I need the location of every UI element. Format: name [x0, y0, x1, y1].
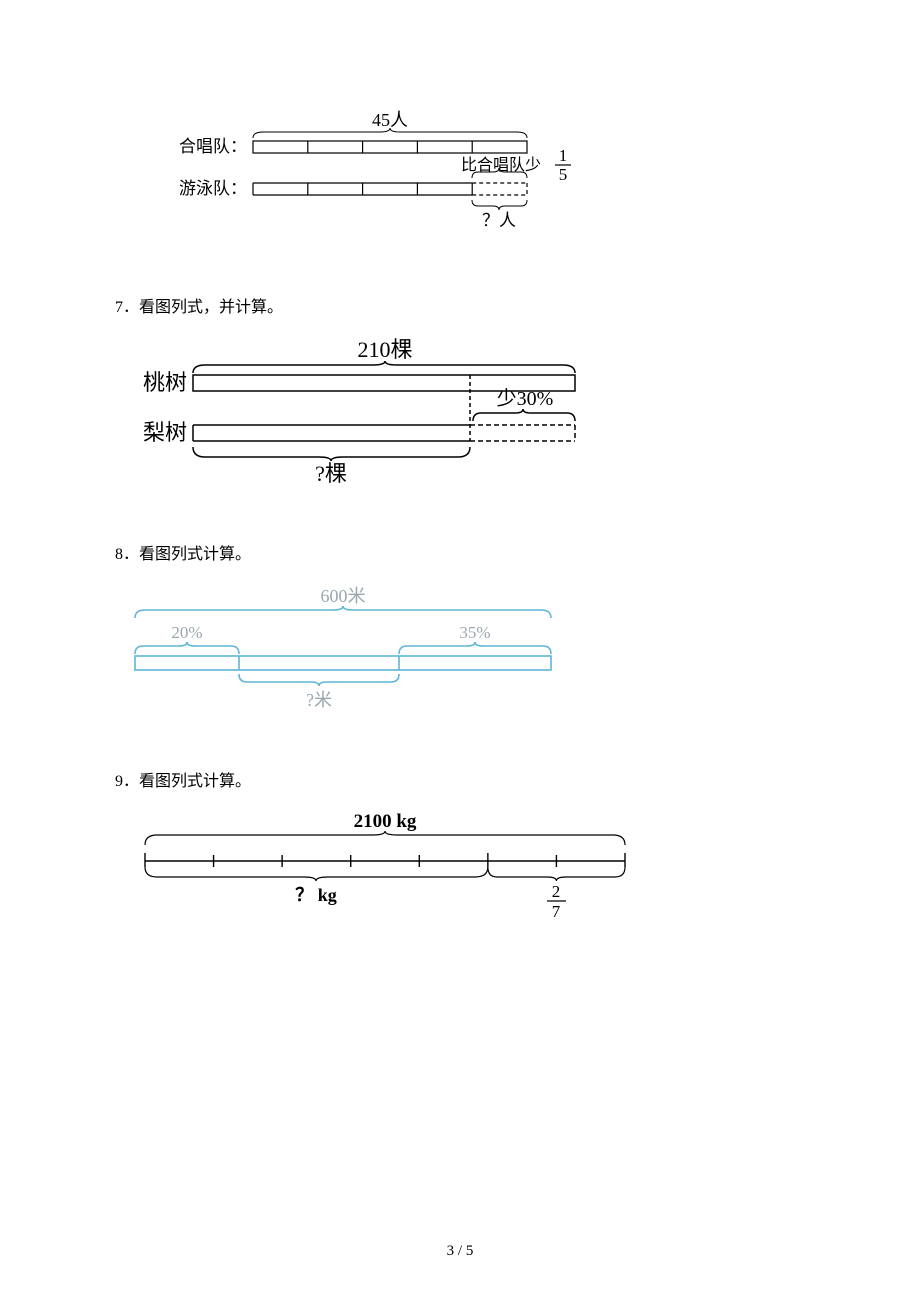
d7-right-label: 少30%: [497, 387, 554, 410]
d9-right-brace: [488, 867, 625, 881]
diagram-6: 45人 合唱队： 游泳队：: [115, 108, 805, 263]
d6-top-value: 45人: [372, 110, 408, 130]
diagram-9-svg: 2100 kg ？ kg 2: [115, 809, 655, 939]
d6-row2-bar: [253, 183, 527, 195]
svg-text:7: 7: [552, 902, 561, 921]
d6-question: ？人: [482, 211, 516, 230]
d7-row2-bar: [193, 425, 575, 441]
d8-right-pct: 35%: [459, 623, 490, 642]
d9-line: [145, 853, 625, 867]
d7-top-value: 210棵: [357, 337, 412, 362]
diagram-8: 600米 20% 35% ?米: [115, 582, 805, 737]
d7-top-brace: [193, 361, 575, 373]
d7-row2-label: 梨树: [143, 420, 187, 445]
q7-text: 7．看图列式，并计算。: [115, 293, 805, 317]
d8-top-value: 600米: [321, 586, 366, 606]
svg-text:1: 1: [559, 146, 568, 165]
d9-left-brace: [145, 867, 488, 881]
diagram-6-svg: 45人 合唱队： 游泳队：: [115, 108, 575, 258]
q9-text: 9．看图列式计算。: [115, 767, 805, 791]
d8-right-brace: [399, 642, 551, 654]
diagram-7: 210棵 桃树 少30% 梨树 ?棵: [115, 335, 805, 510]
q8-text: 8．看图列式计算。: [115, 540, 805, 564]
d8-left-brace: [135, 642, 239, 654]
d6-row1-label: 合唱队：: [179, 137, 247, 156]
d9-top-brace: [145, 831, 625, 845]
d9-question: ？ kg: [295, 885, 337, 905]
svg-text:5: 5: [559, 165, 568, 184]
d6-fraction: 1 5: [555, 146, 571, 184]
d8-q-brace: [239, 674, 399, 686]
page-number: 3 / 5: [0, 1243, 920, 1260]
d8-bar: [135, 656, 551, 670]
d6-right-prefix: 比合唱队少: [461, 156, 541, 174]
d7-right-brace: [473, 409, 575, 421]
d6-top-brace: [253, 128, 527, 138]
d6-row1-bar: [253, 141, 527, 153]
diagram-9: 2100 kg ？ kg 2: [115, 809, 805, 944]
d9-fraction: 2 7: [547, 882, 566, 921]
d7-question: ?棵: [315, 461, 347, 486]
d7-row1-label: 桃树: [143, 370, 187, 395]
d7-q-brace: [193, 447, 470, 461]
d9-top-value: 2100 kg: [354, 811, 417, 832]
d8-top-brace: [135, 606, 551, 618]
d6-q-brace: [472, 200, 527, 210]
d8-question: ?米: [306, 690, 332, 710]
d6-row2-label: 游泳队：: [179, 179, 247, 198]
diagram-8-svg: 600米 20% 35% ?米: [115, 582, 575, 732]
diagram-7-svg: 210棵 桃树 少30% 梨树 ?棵: [115, 335, 615, 505]
d8-left-pct: 20%: [171, 623, 202, 642]
svg-text:2: 2: [552, 882, 561, 901]
